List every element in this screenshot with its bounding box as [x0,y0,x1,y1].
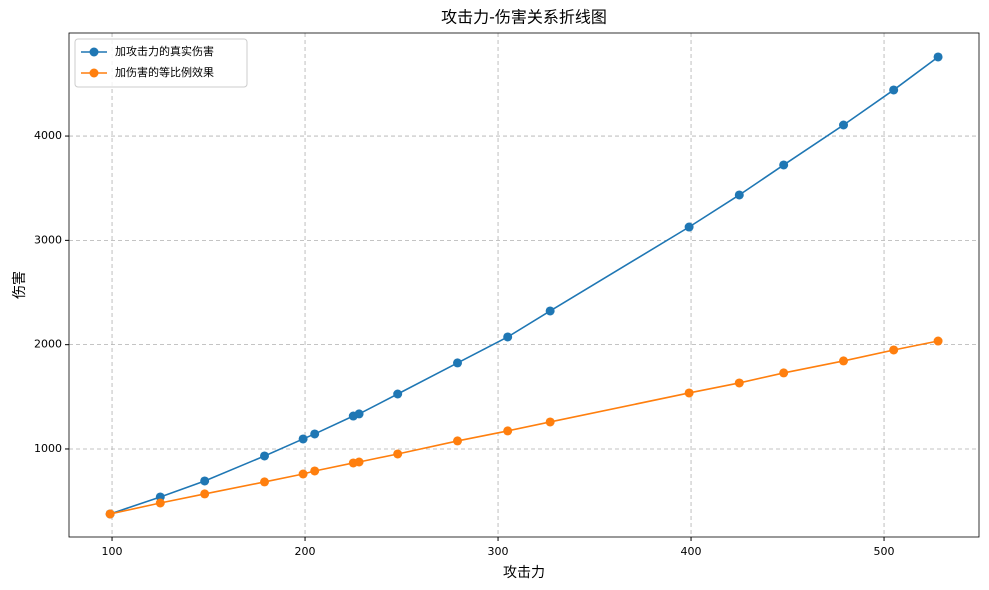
x-tick-label: 300 [488,545,509,558]
legend-box [74,38,248,88]
data-point [734,378,744,388]
data-point [839,356,849,366]
data-point [200,476,210,486]
series-line [109,56,939,515]
data-point [779,368,789,378]
data-point [393,389,403,399]
data-point [933,336,943,346]
legend-label: 加伤害的等比例效果 [115,65,214,79]
data-point [354,457,364,467]
y-tick-label: 1000 [34,442,62,455]
legend-label: 加攻击力的真实伤害 [115,44,214,58]
data-point [734,190,744,200]
data-point [310,466,320,476]
data-point [933,52,943,62]
data-point [354,409,364,419]
y-tick-label: 3000 [34,233,62,246]
data-point [684,222,694,232]
x-tick-label: 500 [874,545,895,558]
x-axis-label: 攻击力 [503,565,545,581]
legend-marker [89,68,99,78]
data-point [503,426,513,436]
data-point [545,417,555,427]
data-point [298,469,308,479]
data-point [393,449,403,459]
data-point [839,120,849,130]
data-point [453,358,463,368]
plot-frame [68,32,980,538]
data-point [310,429,320,439]
data-point [155,498,165,508]
data-point [105,509,115,519]
data-point [779,160,789,170]
data-point [889,345,899,355]
legend-marker [89,47,99,57]
data-point [200,489,210,499]
y-tick-label: 4000 [34,129,62,142]
y-axis-label: 伤害 [12,271,28,299]
x-tick-label: 200 [295,545,316,558]
y-tick-label: 2000 [34,338,62,351]
chart-title: 攻击力-伤害关系折线图 [441,8,607,27]
x-tick-label: 400 [681,545,702,558]
data-point [545,306,555,316]
data-point [503,332,513,342]
data-point [889,85,899,95]
x-tick-label: 100 [102,545,123,558]
data-point [260,477,270,487]
series-line [109,340,939,515]
data-point [298,434,308,444]
data-point [453,436,463,446]
data-point [260,451,270,461]
data-point [684,388,694,398]
